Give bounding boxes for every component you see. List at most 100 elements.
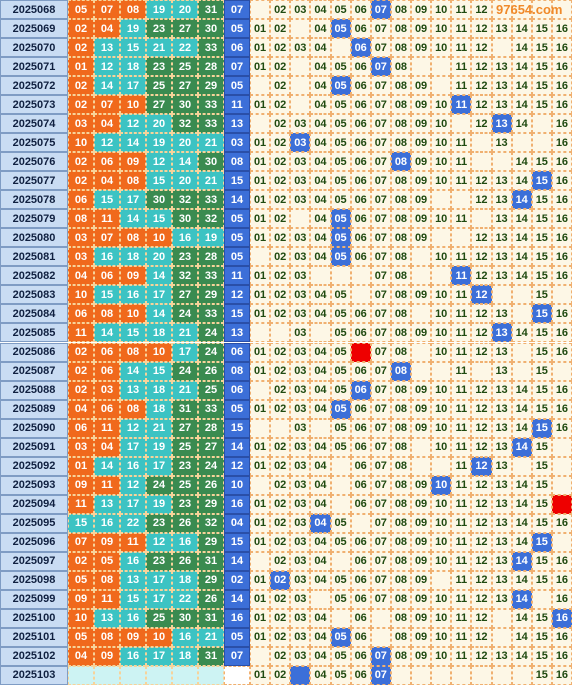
red-ball: 24 — [198, 323, 224, 343]
dist-cell: 04 — [310, 228, 331, 248]
red-ball: 14 — [120, 361, 146, 381]
blue-ball: 10 — [224, 475, 250, 495]
red-ball: 22 — [172, 589, 198, 609]
dist-cell: 02 — [270, 665, 291, 685]
blue-ball: 04 — [224, 513, 250, 533]
red-ball: 05 — [68, 627, 94, 647]
red-ball: 12 — [146, 532, 172, 552]
dist-cell: 02 — [270, 0, 291, 20]
dist-cell — [451, 228, 472, 248]
dist-cell: 09 — [411, 76, 432, 96]
dist-cell: 03 — [290, 171, 311, 191]
dist-cell — [250, 76, 271, 96]
dist-cell: 08 — [390, 475, 411, 495]
red-ball: 08 — [94, 304, 120, 324]
dist-cell: 03 — [290, 608, 311, 628]
blue-ball: 16 — [224, 494, 250, 514]
dist-cell: 12 — [471, 342, 492, 362]
dist-cell: 08 — [390, 57, 411, 77]
dist-cell: 08 — [390, 532, 411, 552]
dist-cell: 10 — [431, 418, 452, 438]
dist-cell — [551, 437, 572, 457]
dist-cell — [250, 380, 271, 400]
dist-cell: 12 — [471, 494, 492, 514]
dist-cell: 05 — [330, 95, 351, 115]
dist-cell: 01 — [250, 494, 271, 514]
dist-cell: 12 — [471, 19, 492, 39]
blue-ball: 05 — [224, 399, 250, 419]
dist-hit: 06 — [350, 38, 371, 58]
dist-cell: 04 — [310, 171, 331, 191]
dist-cell: 07 — [370, 95, 391, 115]
red-ball: 20 — [172, 133, 198, 153]
red-ball: 10 — [120, 304, 146, 324]
dist-cell — [471, 665, 492, 685]
dist-cell: 04 — [310, 0, 331, 20]
dist-cell: 07 — [370, 437, 391, 457]
dist-cell: 09 — [411, 38, 432, 58]
red-ball: 15 — [94, 285, 120, 305]
dist-cell: 08 — [390, 456, 411, 476]
dist-cell: 02 — [270, 304, 291, 324]
dist-cell: 06 — [350, 209, 371, 229]
dist-cell: 04 — [310, 209, 331, 229]
red-ball: 28 — [198, 247, 224, 267]
dist-cell: 09 — [411, 551, 432, 571]
dist-cell — [431, 76, 452, 96]
dist-cell: 09 — [411, 285, 432, 305]
dist-cell: 10 — [431, 38, 452, 58]
dist-cell: 11 — [451, 608, 472, 628]
dist-cell — [511, 304, 532, 324]
dist-cell: 05 — [330, 665, 351, 685]
dist-cell: 06 — [350, 532, 371, 552]
issue-cell: 2025073 — [0, 95, 68, 115]
red-ball — [198, 665, 224, 685]
dist-cell: 12 — [471, 38, 492, 58]
red-ball: 18 — [146, 399, 172, 419]
dist-cell: 15 — [531, 57, 552, 77]
issue-cell: 2025082 — [0, 266, 68, 286]
red-ball: 05 — [68, 570, 94, 590]
red-ball: 03 — [68, 114, 94, 134]
red-ball: 27 — [172, 418, 198, 438]
blue-ball: 06 — [224, 38, 250, 58]
dist-cell: 16 — [551, 646, 572, 666]
dist-cell: 09 — [411, 475, 432, 495]
dist-cell: 12 — [471, 247, 492, 267]
red-ball: 04 — [68, 399, 94, 419]
dist-cell: 12 — [471, 95, 492, 115]
red-ball: 04 — [68, 646, 94, 666]
dist-cell: 07 — [370, 247, 391, 267]
issue-cell: 2025099 — [0, 589, 68, 609]
dist-cell: 05 — [330, 532, 351, 552]
red-ball: 21 — [198, 133, 224, 153]
dist-hit: 05 — [330, 399, 351, 419]
dist-cell: 09 — [411, 532, 432, 552]
dist-cell: 02 — [270, 171, 291, 191]
red-ball: 13 — [120, 380, 146, 400]
dist-cell: 05 — [330, 323, 351, 343]
dist-cell: 10 — [431, 323, 452, 343]
dist-cell: 10 — [431, 152, 452, 172]
dist-cell: 08 — [390, 513, 411, 533]
dist-cell: 02 — [270, 399, 291, 419]
dist-cell: 16 — [551, 114, 572, 134]
red-ball: 15 — [146, 361, 172, 381]
dist-cell: 04 — [310, 475, 331, 495]
dist-cell: 04 — [310, 57, 331, 77]
dist-cell: 10 — [431, 608, 452, 628]
issue-cell: 2025081 — [0, 247, 68, 267]
red-ball: 08 — [120, 399, 146, 419]
issue-cell: 2025089 — [0, 399, 68, 419]
dist-cell: 02 — [270, 19, 291, 39]
dist-cell: 02 — [270, 361, 291, 381]
dist-cell: 16 — [551, 171, 572, 191]
dist-cell: 11 — [451, 0, 472, 20]
dist-cell: 04 — [310, 665, 331, 685]
red-ball: 25 — [172, 437, 198, 457]
red-ball: 17 — [172, 342, 198, 362]
dist-cell: 10 — [431, 133, 452, 153]
issue-cell: 2025079 — [0, 209, 68, 229]
red-ball: 02 — [68, 76, 94, 96]
red-ball: 13 — [120, 570, 146, 590]
